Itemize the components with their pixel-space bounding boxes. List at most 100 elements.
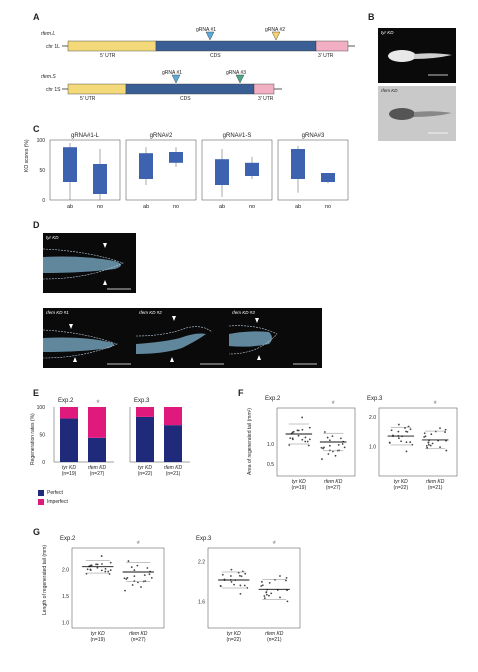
f-point-1-1-16: [445, 449, 448, 452]
photo-d-rfem-kd-1: rfem KD #1: [43, 308, 136, 368]
g-point-1-1-8: [279, 596, 281, 599]
gene-track-S: [62, 74, 282, 95]
g-point-0-1-9: [127, 560, 130, 562]
e-ytick-0: 0: [42, 460, 45, 466]
e-n-0-0: (n=19): [62, 471, 77, 477]
c-frame-0: [49, 139, 121, 201]
g-point-1-1-0: [260, 585, 263, 587]
f-xtick-1-1: rfem KD: [426, 479, 445, 485]
f-point-0-0-14: [301, 438, 304, 441]
g-point-1-1-18: [268, 594, 270, 597]
panel-label-a: A: [33, 12, 40, 22]
tadpole-white-drawing: [388, 50, 452, 76]
f-n-0-0: (n=19): [292, 485, 307, 491]
c-box-2-0: [215, 159, 229, 185]
f-point-0-1-4: [331, 435, 334, 438]
f-point-0-1-7: [339, 437, 342, 440]
photo-caption-rfem: rfem KD: [381, 88, 398, 93]
f-ytick-0-0: 0.5: [267, 462, 274, 468]
cds-block-L: [155, 40, 317, 52]
f-point-1-1-9: [430, 433, 433, 436]
e-ytick-2: 100: [37, 405, 46, 411]
g-ylabel: Length of regenerated tail (mm): [42, 544, 48, 615]
g-point-0-1-18: [140, 586, 142, 588]
f-point-1-1-3: [444, 428, 447, 431]
c-box-1-0: [139, 153, 153, 179]
e-xtick-1-0: tyr KD: [138, 465, 152, 471]
photo-d-caption-2: rfem KD #2: [139, 310, 162, 315]
c-frame-2: [201, 139, 273, 201]
g-point-0-0-17: [86, 568, 89, 571]
f-point-0-0-1: [306, 440, 309, 443]
f-n-1-0: (n=22): [394, 485, 409, 491]
g-xtick-0-1: rfem KD: [129, 631, 148, 637]
f-sig-1: *: [433, 399, 437, 409]
utr5-label-L: 5' UTR: [100, 53, 116, 59]
f-point-0-1-19: [341, 443, 344, 445]
c-panel-title-2: gRNA#1-S: [223, 133, 252, 139]
c-xtick-0-0: ab: [67, 204, 73, 210]
f-point-0-0-4: [297, 434, 300, 437]
g-point-0-0-12: [101, 563, 103, 565]
g-point-1-1-1: [265, 593, 268, 596]
f-ytick-1-1: 2.0: [369, 415, 376, 421]
g-point-0-1-7: [146, 567, 149, 569]
g-point-1-1-14: [261, 584, 264, 587]
g-point-0-1-12: [123, 577, 126, 580]
g-point-1-0-17: [239, 592, 242, 595]
g-point-1-1-17: [260, 580, 263, 583]
g-point-0-1-1: [143, 574, 146, 577]
g-point-0-0-5: [109, 569, 112, 571]
photo-d-rfem-kd-2: rfem KD #2: [136, 308, 229, 368]
legend-swatch-imperfect: [38, 499, 44, 505]
g-point-0-0-18: [109, 561, 112, 564]
grna2-marker-L: [271, 31, 281, 41]
chr-label-L: chr 1L: [46, 44, 60, 50]
photo-rfem-kd-tadpole: rfem KD: [378, 86, 456, 141]
f-point-1-0-3: [409, 428, 412, 431]
f-point-0-1-3: [343, 446, 346, 449]
g-ytick-1-0: 1.6: [198, 599, 205, 605]
g-point-1-0-1: [237, 571, 240, 574]
g-ytick-1-1: 2.2: [198, 559, 205, 565]
f-point-1-1-10: [431, 442, 434, 445]
e-xtick-0-1: rfem KD: [88, 465, 107, 471]
g-ytick-0-1: 1.5: [62, 594, 69, 600]
f-n-0-1: (n=27): [326, 485, 341, 491]
f-point-1-0-13: [397, 430, 400, 433]
c-box-3-0: [291, 149, 305, 179]
f-point-1-1-17: [423, 432, 426, 435]
g-point-1-0-16: [233, 583, 235, 586]
f-point-1-0-1: [404, 427, 406, 429]
f-point-1-0-16: [400, 440, 402, 443]
g-point-0-0-9: [104, 570, 107, 573]
f-point-0-1-1: [337, 443, 340, 446]
photo-d-tyr-kd: tyr KD: [43, 233, 136, 293]
g-point-0-0-2: [104, 567, 107, 570]
c-ylabel: KO scores (%): [24, 139, 30, 172]
f-ytick-1-0: 1.0: [369, 444, 376, 450]
utr5-block-L: [67, 40, 157, 52]
g-point-0-1-4: [136, 564, 139, 567]
photo-caption-tyr: tyr KD: [381, 30, 394, 35]
chart-c-boxplots: 0 50 100 gRNA#1-L ab no gRNA#2 ab no gRNA#1-S ab no…: [37, 133, 349, 210]
f-point-0-1-5: [326, 436, 329, 439]
f-point-1-1-0: [423, 436, 426, 438]
f-point-0-1-2: [328, 444, 331, 447]
f-point-1-0-7: [405, 430, 407, 433]
f-ytick-0-1: 1.0: [267, 442, 274, 448]
tail-drawing-tyr: [43, 243, 131, 290]
c-box-3-1: [321, 173, 335, 182]
f-point-0-0-17: [289, 437, 292, 439]
g-panel-title-1: Exp.3: [196, 536, 212, 542]
g-n-0-1: (n=27): [131, 637, 146, 643]
legend-label-imperfect: Imperfect: [47, 499, 68, 505]
c-box-1-1: [169, 152, 183, 163]
gene-name-S: rfem.S: [41, 74, 56, 80]
c-xtick-0-1: no: [97, 204, 103, 210]
g-point-0-1-16: [133, 569, 136, 571]
tail-drawing-2: [136, 316, 224, 365]
c-ytick-2: 100: [37, 138, 46, 144]
e-bar-imperfect-1-0: [136, 407, 154, 417]
